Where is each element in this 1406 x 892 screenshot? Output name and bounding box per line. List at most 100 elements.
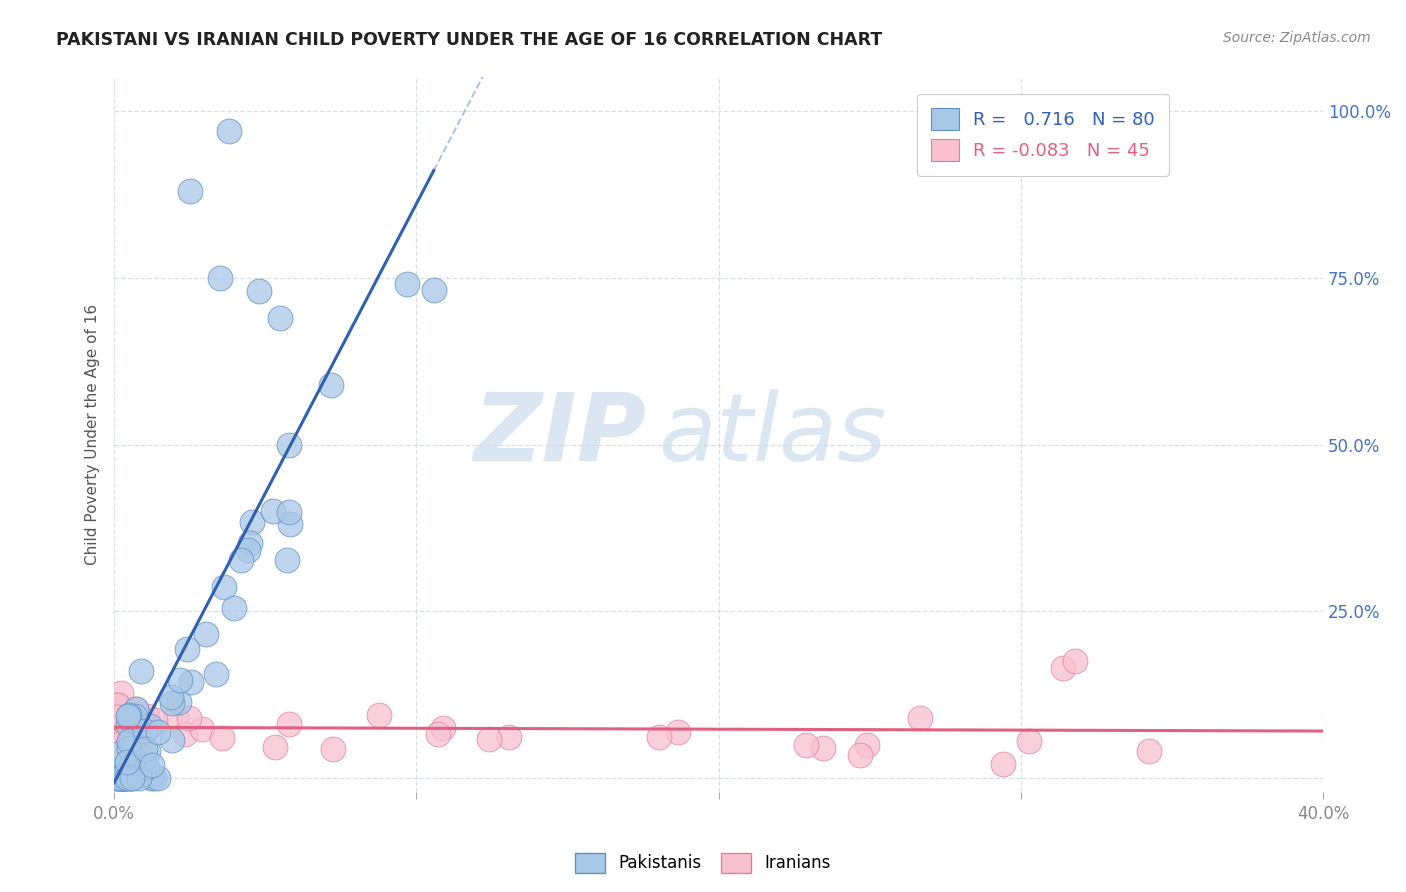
Point: [236, 542, 259, 557]
Legend: R =   0.716   N = 80, R = -0.083   N = 45: R = 0.716 N = 80, R = -0.083 N = 45: [917, 94, 1168, 176]
Point: [131, 761, 153, 775]
Point: [811, 740, 834, 755]
Point: [114, 771, 136, 785]
Point: [277, 438, 299, 452]
Point: [111, 771, 134, 785]
Point: [848, 747, 870, 762]
Point: [115, 771, 138, 785]
Text: Source: ZipAtlas.com: Source: ZipAtlas.com: [1223, 31, 1371, 45]
Point: [114, 771, 136, 785]
Point: [120, 732, 142, 747]
Point: [124, 709, 146, 723]
Point: [856, 739, 879, 753]
Point: [169, 673, 191, 687]
Point: [105, 763, 128, 777]
Point: [120, 744, 142, 758]
Point: [239, 536, 262, 550]
Point: [105, 771, 128, 785]
Point: [195, 627, 218, 641]
Point: [121, 771, 143, 785]
Point: [111, 736, 134, 750]
Point: [141, 757, 163, 772]
Point: [162, 732, 184, 747]
Point: [121, 771, 143, 785]
Point: [432, 721, 454, 735]
Point: [262, 504, 284, 518]
Point: [160, 690, 183, 704]
Point: [148, 771, 170, 785]
Point: [120, 771, 142, 785]
Point: [263, 740, 285, 755]
Point: [129, 718, 152, 732]
Point: [134, 757, 156, 772]
Point: [322, 742, 344, 756]
Point: [107, 771, 129, 785]
Text: ZIP: ZIP: [474, 389, 647, 481]
Point: [647, 730, 669, 744]
Point: [114, 771, 136, 785]
Point: [111, 771, 134, 785]
Point: [165, 710, 187, 724]
Point: [666, 724, 689, 739]
Point: [796, 738, 818, 752]
Point: [114, 756, 136, 771]
Point: [208, 270, 231, 285]
Point: [134, 742, 156, 756]
Point: [128, 747, 150, 762]
Legend: Pakistanis, Iranians: Pakistanis, Iranians: [568, 847, 838, 880]
Text: atlas: atlas: [658, 389, 886, 480]
Point: [114, 768, 136, 782]
Point: [105, 747, 128, 761]
Point: [135, 760, 157, 774]
Point: [105, 710, 128, 724]
Point: [319, 378, 342, 392]
Point: [134, 726, 156, 740]
Point: [105, 771, 128, 785]
Point: [908, 711, 931, 725]
Point: [105, 698, 128, 712]
Point: [478, 731, 501, 746]
Point: [278, 517, 301, 532]
Point: [247, 284, 270, 298]
Point: [129, 767, 152, 781]
Point: [276, 553, 298, 567]
Point: [138, 719, 160, 733]
Point: [211, 731, 233, 745]
Point: [269, 310, 291, 325]
Point: [108, 771, 131, 785]
Point: [160, 696, 183, 710]
Point: [129, 664, 152, 678]
Point: [122, 741, 145, 756]
Point: [240, 516, 263, 530]
Point: [148, 724, 170, 739]
Point: [111, 714, 134, 728]
Point: [222, 600, 245, 615]
Point: [125, 702, 148, 716]
Point: [1063, 655, 1085, 669]
Point: [395, 277, 418, 291]
Point: [110, 686, 132, 700]
Point: [125, 707, 148, 722]
Point: [110, 771, 132, 785]
Point: [991, 757, 1014, 772]
Point: [167, 695, 190, 709]
Point: [117, 738, 139, 752]
Point: [277, 505, 299, 519]
Point: [142, 771, 165, 785]
Point: [118, 760, 141, 774]
Point: [125, 701, 148, 715]
Point: [176, 641, 198, 656]
Point: [179, 710, 201, 724]
Point: [115, 755, 138, 769]
Point: [118, 734, 141, 748]
Point: [111, 771, 134, 785]
Point: [1052, 661, 1074, 675]
Point: [173, 727, 195, 741]
Point: [498, 731, 520, 745]
Point: [120, 713, 142, 727]
Point: [204, 667, 226, 681]
Point: [136, 709, 159, 723]
Y-axis label: Child Poverty Under the Age of 16: Child Poverty Under the Age of 16: [86, 304, 100, 565]
Point: [179, 184, 201, 198]
Point: [112, 771, 135, 785]
